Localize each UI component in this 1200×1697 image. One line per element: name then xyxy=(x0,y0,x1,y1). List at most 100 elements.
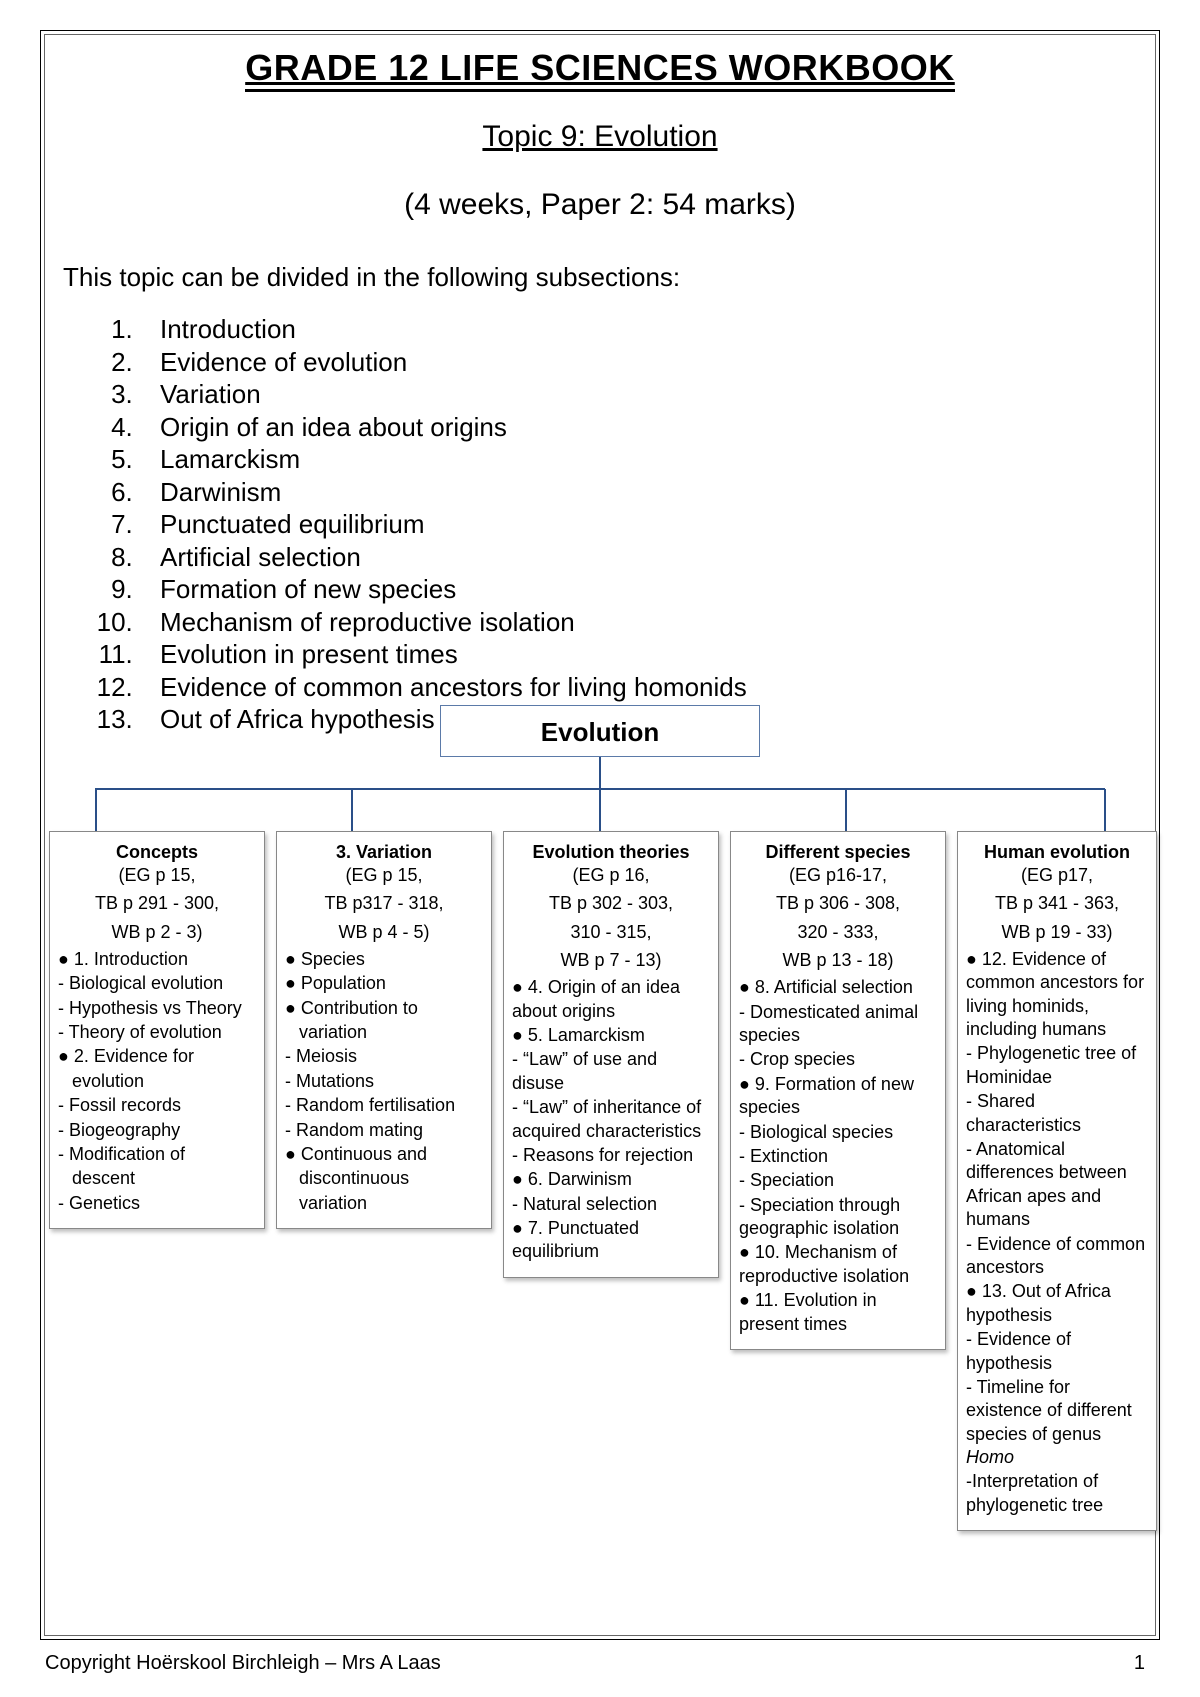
card-item: 11. Evolution in present times xyxy=(739,1289,937,1336)
tree-connector xyxy=(845,789,847,831)
subsection-item: Punctuated equilibrium xyxy=(140,508,1145,541)
card-item: 6. Darwinism xyxy=(512,1168,710,1191)
card-item: 2. Evidence for xyxy=(58,1045,256,1068)
card-item: Genetics xyxy=(58,1192,256,1215)
card-item: 10. Mechanism of reproductive isolation xyxy=(739,1241,937,1288)
card-item: Biological species xyxy=(739,1121,937,1144)
card-title: Concepts xyxy=(58,842,256,863)
card-item: Mutations xyxy=(285,1070,483,1093)
card-item: Domesticated animal species xyxy=(739,1001,937,1048)
card-item: Biogeography xyxy=(58,1119,256,1142)
card-item: 7. Punctuated equilibrium xyxy=(512,1217,710,1264)
topic-heading: Topic 9: Evolution xyxy=(55,120,1145,154)
subsection-item: Variation xyxy=(140,378,1145,411)
card-item: Meiosis xyxy=(285,1045,483,1068)
card-item: Hypothesis vs Theory xyxy=(58,997,256,1020)
page-content: GRADE 12 LIFE SCIENCES WORKBOOK Topic 9:… xyxy=(55,45,1145,736)
tree-trunk xyxy=(599,757,601,789)
tree-connector xyxy=(95,789,97,831)
card-ref: 310 - 315, xyxy=(512,920,710,944)
card-item: Random mating xyxy=(285,1119,483,1142)
card-item: Biological evolution xyxy=(58,972,256,995)
subsection-item: Formation of new species xyxy=(140,573,1145,606)
card-item: 8. Artificial selection xyxy=(739,976,937,999)
copyright-text: Copyright Hoërskool Birchleigh – Mrs A L… xyxy=(45,1652,441,1674)
card-item: discontinuous xyxy=(285,1167,483,1190)
card-item: 13. Out of Africa hypothesis xyxy=(966,1280,1148,1327)
tree-card: Concepts(EG p 15, TB p 291 - 300, WB p 2 -… xyxy=(49,831,265,1229)
card-item: evolution xyxy=(58,1070,256,1093)
card-item: Natural selection xyxy=(512,1193,710,1216)
tree-root: Evolution xyxy=(440,705,760,757)
card-item: 4. Origin of an idea about origins xyxy=(512,976,710,1023)
card-item: -Interpretation of phylogenetic tree xyxy=(966,1470,1148,1517)
card-ref: (EG p 15, xyxy=(285,863,483,887)
card-item: Anatomical differences between African a… xyxy=(966,1138,1148,1232)
card-item: Fossil records xyxy=(58,1094,256,1117)
card-ref: WB p 7 - 13) xyxy=(512,948,710,972)
page-number: 1 xyxy=(1134,1652,1155,1675)
subsection-item: Lamarckism xyxy=(140,443,1145,476)
duration-line: (4 weeks, Paper 2: 54 marks) xyxy=(55,188,1145,222)
tree-card: Different species(EG p16-17, TB p 306 - 3… xyxy=(730,831,946,1350)
card-item: Theory of evolution xyxy=(58,1021,256,1044)
card-item: 12. Evidence of common ancestors for liv… xyxy=(966,948,1148,1042)
card-item: Extinction xyxy=(739,1145,937,1168)
card-ref: (EG p 15, xyxy=(58,863,256,887)
card-item: Species xyxy=(285,948,483,971)
card-item: Modification of xyxy=(58,1143,256,1166)
card-ref: WB p 19 - 33) xyxy=(966,920,1148,944)
card-ref: WB p 2 - 3) xyxy=(58,920,256,944)
subsection-item: Mechanism of reproductive isolation xyxy=(140,606,1145,639)
card-item: Contribution to xyxy=(285,997,483,1020)
tree-card: Human evolution(EG p17, TB p 341 - 363, WB… xyxy=(957,831,1157,1531)
title-wrap: GRADE 12 LIFE SCIENCES WORKBOOK xyxy=(55,47,1145,92)
card-item: Speciation xyxy=(739,1169,937,1192)
card-item: 9. Formation of new species xyxy=(739,1073,937,1120)
card-item: Continuous and xyxy=(285,1143,483,1166)
card-item: “Law” of inheritance of acquired charact… xyxy=(512,1096,710,1143)
card-ref: WB p 13 - 18) xyxy=(739,948,937,972)
card-title: Different species xyxy=(739,842,937,863)
intro-line: This topic can be divided in the followi… xyxy=(55,262,1145,293)
card-title: 3. Variation xyxy=(285,842,483,863)
card-item: Speciation through geographic isolation xyxy=(739,1194,937,1241)
subsection-item: Artificial selection xyxy=(140,541,1145,574)
card-item: Timeline for existence of different spec… xyxy=(966,1376,1148,1470)
subsection-item: Darwinism xyxy=(140,476,1145,509)
tree-connector xyxy=(351,789,353,831)
card-title: Human evolution xyxy=(966,842,1148,863)
subsection-item: Evolution in present times xyxy=(140,638,1145,671)
main-title: GRADE 12 LIFE SCIENCES WORKBOOK xyxy=(245,47,955,92)
card-item: “Law” of use and disuse xyxy=(512,1048,710,1095)
tree-connector xyxy=(599,789,601,831)
card-ref: TB p 291 - 300, xyxy=(58,891,256,915)
subsection-item: Introduction xyxy=(140,313,1145,346)
card-item: 5. Lamarckism xyxy=(512,1024,710,1047)
card-item: descent xyxy=(58,1167,256,1190)
card-ref: (EG p17, xyxy=(966,863,1148,887)
card-ref: (EG p16-17, xyxy=(739,863,937,887)
card-ref: TB p317 - 318, xyxy=(285,891,483,915)
card-item: variation xyxy=(285,1021,483,1044)
card-ref: TB p 302 - 303, xyxy=(512,891,710,915)
tree-connector xyxy=(1104,789,1106,831)
tree-card: Evolution theories(EG p 16, TB p 302 - 30… xyxy=(503,831,719,1278)
subsection-list: IntroductionEvidence of evolutionVariati… xyxy=(55,313,1145,736)
tree-card: 3. Variation(EG p 15, TB p317 - 318, WB p … xyxy=(276,831,492,1229)
concept-tree: Evolution Concepts(EG p 15,TB p 291 - 30… xyxy=(55,705,1145,1600)
card-item: Evidence of common ancestors xyxy=(966,1233,1148,1280)
card-item: Phylogenetic tree of Hominidae xyxy=(966,1042,1148,1089)
subsection-item: Evidence of common ancestors for living … xyxy=(140,671,1145,704)
card-ref: WB p 4 - 5) xyxy=(285,920,483,944)
card-item: Evidence of hypothesis xyxy=(966,1328,1148,1375)
card-ref: TB p 306 - 308, xyxy=(739,891,937,915)
subsection-item: Origin of an idea about origins xyxy=(140,411,1145,444)
card-title: Evolution theories xyxy=(512,842,710,863)
card-ref: 320 - 333, xyxy=(739,920,937,944)
card-item: Shared characteristics xyxy=(966,1090,1148,1137)
card-ref: (EG p 16, xyxy=(512,863,710,887)
card-item: variation xyxy=(285,1192,483,1215)
card-ref: TB p 341 - 363, xyxy=(966,891,1148,915)
card-item: Reasons for rejection xyxy=(512,1144,710,1167)
